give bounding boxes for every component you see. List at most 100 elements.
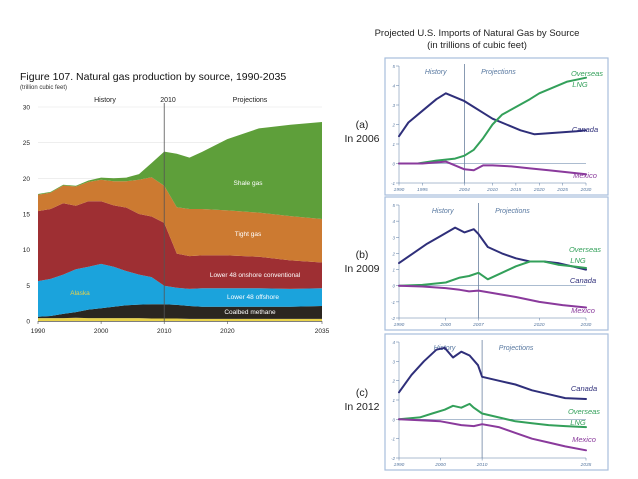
left-chart-title: Figure 107. Natural gas production by so… bbox=[20, 71, 286, 83]
panel-y-tick-label: 4 bbox=[392, 219, 395, 224]
series-line-mexico bbox=[398, 160, 587, 176]
panel-y-tick-label: 0 bbox=[392, 162, 395, 167]
label-shale-gas: Shale gas bbox=[234, 180, 264, 187]
panel-x-tick-label: 1990 bbox=[394, 187, 405, 193]
panel-x-tick-label: 2000 bbox=[439, 322, 451, 328]
panel-y-tick-label: 3 bbox=[392, 359, 395, 364]
series-line-mexico bbox=[398, 418, 587, 452]
panel-y-tick-label: 1 bbox=[392, 268, 395, 273]
area-coalbed-methane bbox=[38, 304, 322, 319]
area-alaska bbox=[38, 317, 322, 321]
series-line-overseas-lng bbox=[398, 402, 587, 429]
panel-x-tick-label: 2004 bbox=[458, 187, 470, 193]
panel-x-tick-label: 2000 bbox=[434, 462, 446, 468]
panel-x-tick-label: 2030 bbox=[580, 322, 592, 328]
panel-projections-label: Projections bbox=[495, 208, 530, 215]
left-y-tick-label: 0 bbox=[26, 319, 30, 326]
panel-history-label: History bbox=[425, 69, 447, 76]
panel-x-tick-label: 2010 bbox=[476, 462, 488, 468]
panel-projections-label: Projections bbox=[481, 69, 516, 76]
panel-border bbox=[384, 196, 609, 331]
panel-a-label: (a) bbox=[356, 119, 369, 131]
panel-a-canada-label: Canada bbox=[572, 125, 598, 134]
panel-y-tick-label: 1 bbox=[392, 142, 395, 147]
left-y-tick-label: 30 bbox=[23, 105, 31, 112]
left-chart-unit-note: (trillion cubic feet) bbox=[20, 85, 67, 91]
left-x-axis: 1990 2000 2010 2020 2035 bbox=[31, 321, 330, 335]
panel-y-tick-label: 2 bbox=[391, 251, 395, 256]
panel-y-tick-label: -2 bbox=[391, 456, 395, 461]
panel-c-canada-label: Canada bbox=[571, 384, 597, 393]
panel-x-tick-label: 2015 bbox=[510, 187, 522, 193]
panel-x-tick-label: 2020 bbox=[533, 322, 545, 328]
left-x-tick-label: 2010 bbox=[157, 328, 172, 335]
panel-c-lng-label-2: LNG bbox=[570, 418, 586, 427]
panel-y-tick-label: -1 bbox=[391, 437, 395, 442]
panel-y-tick-label: 1 bbox=[392, 398, 395, 403]
series-line-canada bbox=[398, 92, 587, 138]
panel-c-sublabel: In 2012 bbox=[344, 401, 379, 413]
series-line-canada bbox=[398, 346, 587, 400]
panel-b-lng-label-1: Overseas bbox=[569, 245, 601, 254]
left-y-tick-label: 15 bbox=[23, 212, 31, 219]
series-line-mexico bbox=[398, 284, 587, 309]
panel-y-tick-label: -1 bbox=[391, 181, 395, 186]
panel-x-tick-label: 2010 bbox=[486, 187, 498, 193]
left-y-axis: 0 5 10 15 20 25 30 bbox=[23, 105, 31, 326]
panel-border bbox=[384, 333, 609, 471]
left-x-tick-label: 2000 bbox=[94, 328, 109, 335]
panel-a-mexico-label: Mexico bbox=[573, 171, 597, 180]
left-y-tick-label: 10 bbox=[23, 247, 31, 254]
left-y-tick-label: 5 bbox=[26, 283, 30, 290]
left-x-tick-label: 2020 bbox=[220, 328, 235, 335]
panel-b-lng-label-2: LNG bbox=[570, 256, 586, 265]
panel-a-lng-label-1: Overseas bbox=[571, 69, 603, 78]
panel-x-tick-label: 1995 bbox=[417, 187, 428, 193]
panel-y-tick-label: 4 bbox=[392, 84, 395, 89]
panel-b-label: (b) bbox=[356, 249, 369, 261]
left-x-tick-label: 2035 bbox=[315, 328, 330, 335]
left-x-tick-label: 1990 bbox=[31, 328, 46, 335]
panel-x-tick-label: 2035 bbox=[580, 462, 592, 468]
series-line-overseas-lng bbox=[398, 76, 587, 165]
panel-y-tick-label: 2 bbox=[391, 379, 395, 384]
left-divider-year-label: 2010 bbox=[160, 97, 176, 104]
panel-y-tick-label: 0 bbox=[392, 417, 395, 422]
panel-c-lng-label-1: Overseas bbox=[568, 407, 600, 416]
panel-y-tick-label: 5 bbox=[392, 64, 395, 69]
left-y-tick-label: 25 bbox=[23, 140, 31, 147]
area-lower-48-offshore bbox=[38, 263, 322, 317]
panel-y-tick-label: 5 bbox=[392, 203, 395, 208]
right-panel: Projected U.S. Imports of Natural Gas by… bbox=[344, 28, 609, 471]
panel-a-sublabel: In 2006 bbox=[344, 133, 379, 145]
label-coalbed-methane: Coalbed methane bbox=[224, 309, 276, 316]
left-history-label: History bbox=[94, 97, 116, 104]
panel-x-tick-label: 2030 bbox=[580, 187, 592, 193]
panel-x-tick-label: 1990 bbox=[394, 462, 405, 468]
area-tight-gas bbox=[38, 177, 322, 263]
area-lower-48-onshore-conventional bbox=[38, 201, 322, 289]
panel-x-tick-label: 2007 bbox=[472, 322, 484, 328]
panel-b-sublabel: In 2009 bbox=[344, 263, 379, 275]
area-shale-gas bbox=[38, 122, 322, 219]
panel-c-label: (c) bbox=[356, 387, 368, 399]
left-y-tick-label: 20 bbox=[23, 176, 31, 183]
label-offshore: Lower 48 offshore bbox=[227, 294, 279, 301]
panel-y-tick-label: 0 bbox=[392, 284, 395, 289]
label-alaska: Alaska bbox=[70, 290, 90, 297]
label-tight-gas: Tight gas bbox=[235, 231, 262, 238]
panel-y-tick-label: 3 bbox=[392, 103, 395, 108]
panel-b-mexico-label: Mexico bbox=[571, 306, 595, 315]
panel-y-tick-label: 4 bbox=[392, 340, 395, 345]
panel-x-tick-label: 2025 bbox=[556, 187, 568, 193]
panel-history-label: History bbox=[432, 208, 454, 215]
panel-x-tick-label: 1990 bbox=[394, 322, 405, 328]
panel-y-tick-label: 2 bbox=[391, 123, 395, 128]
series-line-overseas-lng bbox=[398, 260, 587, 287]
panel-b-canada-label: Canada bbox=[570, 276, 596, 285]
left-chart: Figure 107. Natural gas production by so… bbox=[20, 71, 330, 335]
